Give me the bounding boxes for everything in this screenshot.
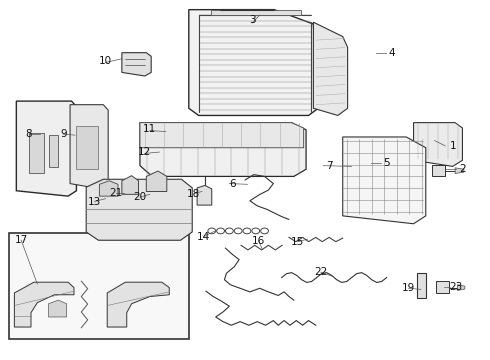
Polygon shape — [458, 285, 465, 291]
Polygon shape — [122, 176, 139, 194]
Polygon shape — [86, 179, 192, 240]
Polygon shape — [99, 181, 118, 196]
Text: 7: 7 — [326, 161, 332, 171]
Polygon shape — [314, 22, 347, 116]
Polygon shape — [455, 168, 464, 174]
Text: 17: 17 — [15, 235, 28, 245]
Polygon shape — [29, 134, 44, 173]
Polygon shape — [414, 123, 463, 166]
Text: 2: 2 — [459, 164, 466, 174]
Bar — [9, 233, 189, 338]
Bar — [211, 10, 301, 15]
Text: 23: 23 — [449, 282, 463, 292]
Polygon shape — [107, 282, 169, 327]
Polygon shape — [76, 126, 98, 169]
Polygon shape — [14, 282, 74, 327]
Polygon shape — [122, 53, 151, 76]
Text: 19: 19 — [402, 283, 416, 293]
Polygon shape — [70, 105, 108, 189]
Text: 21: 21 — [109, 188, 122, 198]
Text: 18: 18 — [187, 189, 200, 199]
Text: 10: 10 — [99, 56, 112, 66]
Polygon shape — [140, 123, 306, 176]
Text: 22: 22 — [314, 267, 327, 277]
Text: 9: 9 — [60, 129, 67, 139]
Text: 8: 8 — [25, 129, 32, 139]
Text: 20: 20 — [133, 192, 147, 202]
Text: 11: 11 — [143, 124, 156, 134]
Polygon shape — [49, 300, 67, 317]
Text: 15: 15 — [291, 237, 304, 247]
Text: 16: 16 — [252, 236, 265, 246]
Text: 3: 3 — [249, 15, 256, 26]
Bar — [417, 273, 426, 298]
Bar — [436, 282, 449, 293]
Text: 12: 12 — [138, 147, 151, 157]
Text: 13: 13 — [88, 197, 101, 207]
Text: 1: 1 — [449, 141, 456, 151]
Text: 4: 4 — [388, 48, 395, 58]
Polygon shape — [147, 171, 167, 192]
Text: 6: 6 — [229, 179, 236, 189]
Bar — [432, 165, 445, 176]
Polygon shape — [49, 135, 58, 167]
Polygon shape — [343, 137, 426, 224]
Text: 14: 14 — [197, 232, 210, 242]
Polygon shape — [189, 10, 318, 116]
Polygon shape — [197, 185, 212, 205]
Text: 5: 5 — [383, 158, 390, 168]
Polygon shape — [140, 123, 304, 148]
Polygon shape — [16, 101, 76, 196]
